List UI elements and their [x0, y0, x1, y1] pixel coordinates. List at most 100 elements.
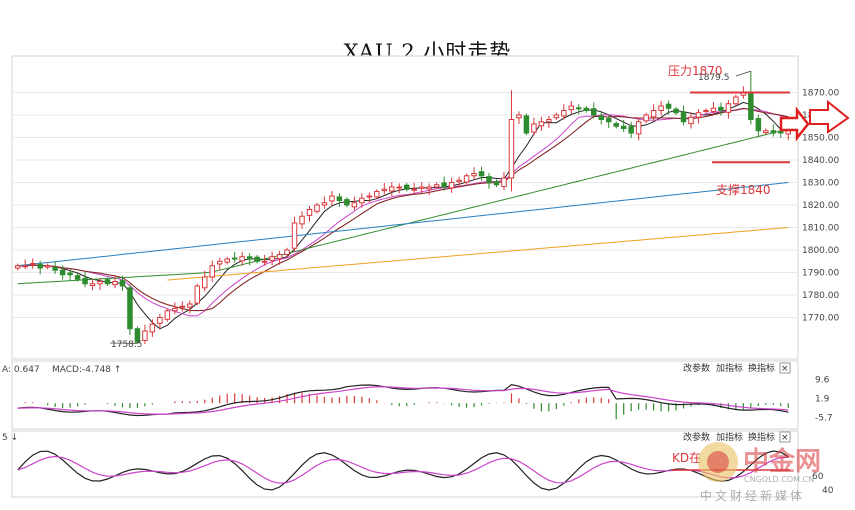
candle-body: [231, 257, 238, 260]
candle-body: [598, 115, 604, 121]
macd-params-button[interactable]: 改参数: [683, 362, 710, 374]
candle-body: [59, 269, 66, 276]
candle-body: [516, 114, 522, 119]
candle-body: [336, 196, 343, 201]
macd-add-indicator-button[interactable]: 加指标: [716, 362, 743, 374]
candle-body: [321, 202, 328, 206]
macd-dif-line: [17, 384, 789, 417]
kd-close-button[interactable]: [779, 431, 791, 443]
kd-switch-indicator-button[interactable]: 换指标: [748, 431, 775, 443]
candle-body: [179, 305, 186, 308]
candle-body: [104, 279, 111, 285]
macd-legend-macd: MACD:-4.748 ↑: [52, 365, 121, 375]
kd-add-indicator-button[interactable]: 加指标: [716, 431, 743, 443]
macd-dea-line: [17, 386, 789, 415]
candle-body: [748, 92, 754, 121]
candle-body: [778, 130, 784, 134]
watermark-brand: 中金网: [743, 446, 821, 477]
annotations: 压力1870 支撑1840 1879.5 1758.5: [109, 64, 790, 350]
candle-body: [22, 265, 28, 268]
candle-body: [770, 130, 777, 134]
macd-legend-a: A: 0.647: [2, 365, 40, 375]
candle-body: [52, 267, 58, 271]
candle-body: [456, 179, 462, 183]
y-tick-label: 1800.00: [802, 246, 839, 256]
candle-body: [224, 258, 230, 263]
candle-body: [613, 123, 619, 127]
ma-line-60: [17, 128, 789, 285]
candle-body: [628, 126, 634, 134]
support-label: 支撑1840: [716, 182, 771, 197]
candle-body: [403, 184, 410, 190]
kd-annotation: KD在: [672, 451, 701, 465]
candle-body: [359, 197, 365, 204]
main-panel: 1870.001860.001850.001840.001830.001820.…: [11, 55, 839, 360]
candle-body: [591, 108, 597, 116]
candle-body: [718, 106, 724, 111]
candle-body: [688, 116, 694, 125]
candle-body: [658, 105, 664, 111]
candle-body: [650, 110, 657, 118]
y-tick-label: 1830.00: [802, 179, 839, 189]
candle-body: [478, 171, 485, 177]
candle-body: [127, 287, 133, 330]
candle-body: [695, 112, 702, 118]
watermark-url: CNGOLD.COM.CN: [744, 475, 814, 484]
candle-body: [276, 254, 283, 260]
arrow-right-icon: [779, 106, 810, 142]
candle-body: [673, 108, 679, 114]
macd-switch-indicator-button[interactable]: 换指标: [748, 362, 775, 374]
watermark-slogan: 中文财经新媒体: [700, 488, 805, 503]
candle-body: [433, 184, 440, 188]
candle-body: [374, 191, 380, 198]
arrow-right-icon: [809, 99, 850, 134]
candle-body: [74, 275, 81, 280]
candle-body: [284, 249, 290, 255]
kd-params-button[interactable]: 改参数: [683, 431, 710, 443]
candle-body: [486, 176, 492, 183]
macd-tick-label: -5.7: [815, 413, 833, 423]
candle-body: [291, 222, 298, 249]
candle-body: [67, 272, 73, 276]
macd-tick-label: 1.9: [815, 394, 830, 404]
candle-body: [112, 281, 118, 286]
candle-body: [568, 105, 575, 111]
candle-body: [733, 96, 739, 105]
ma-line-10: [17, 108, 789, 317]
y-tick-label: 1770.00: [802, 314, 839, 324]
candle-body: [89, 283, 96, 287]
candle-body: [561, 110, 567, 117]
candle-body: [441, 182, 447, 188]
candle-body: [194, 285, 201, 304]
high-pointer: [735, 70, 751, 77]
resistance-label: 压力1870: [668, 64, 723, 78]
candle-body: [463, 175, 470, 183]
y-tick-label: 1780.00: [802, 291, 839, 301]
candle-body: [149, 323, 156, 333]
candle-body: [680, 111, 687, 123]
candle-body: [269, 256, 275, 261]
moving-average-lines: [17, 101, 789, 330]
kd-x-tick: 60: [812, 472, 824, 482]
candle-body: [29, 263, 36, 265]
y-tick-label: 1870.00: [802, 89, 839, 99]
candle-body: [583, 107, 590, 111]
macd-close-button[interactable]: [779, 362, 791, 374]
kd-k-line: [17, 450, 789, 491]
candle-body: [202, 276, 208, 289]
candle-body: [725, 103, 732, 113]
candle-body: [389, 186, 395, 192]
candle-body: [299, 215, 305, 225]
watermark: 中金网 CNGOLD.COM.CN 中文财经新媒体: [698, 442, 821, 503]
candle-body: [172, 308, 178, 312]
candle-body: [82, 277, 88, 285]
candle-body: [755, 118, 762, 132]
candle-body: [763, 130, 769, 134]
candle-body: [471, 173, 477, 177]
candlesticks: [14, 71, 792, 345]
kd-x-tick: 40: [822, 486, 834, 496]
candle-body: [381, 188, 388, 192]
candle-body: [643, 114, 649, 122]
candle-body: [37, 263, 43, 269]
candle-body: [546, 119, 552, 123]
